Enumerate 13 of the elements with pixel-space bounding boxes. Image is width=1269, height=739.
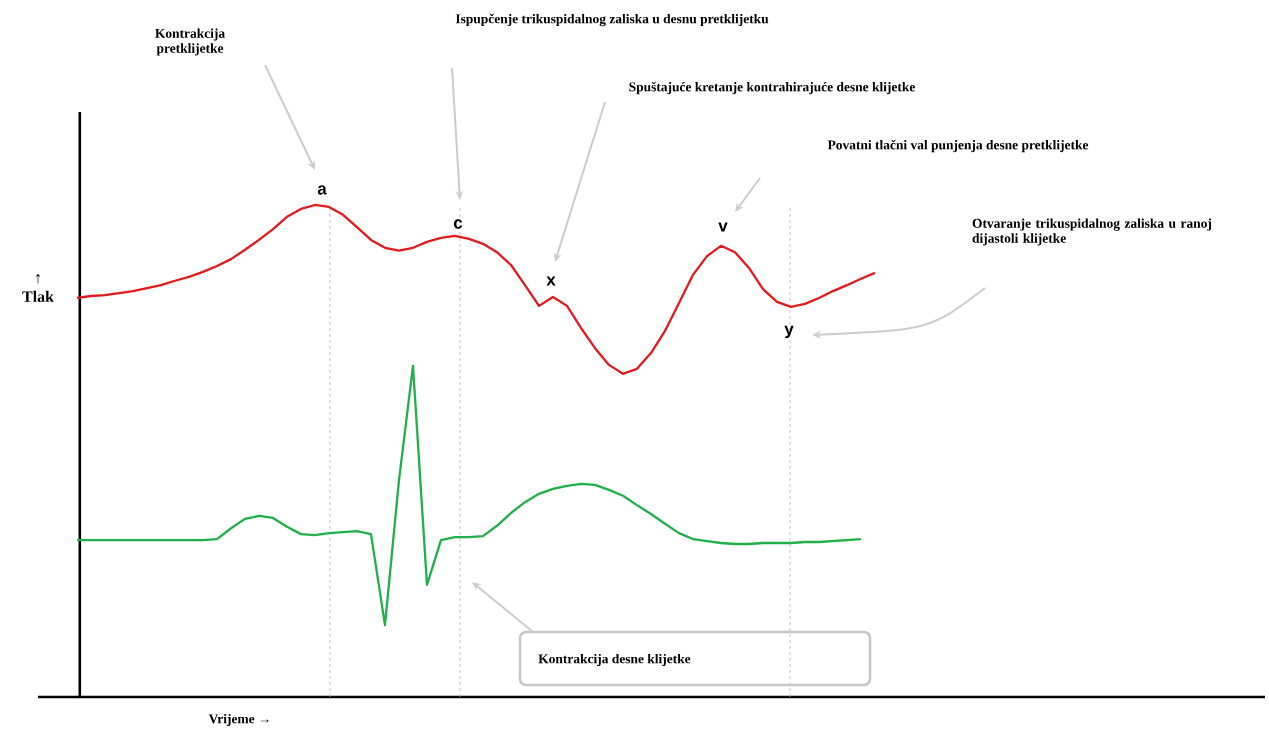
text: a: [317, 185, 327, 195]
annotation: v: [718, 222, 728, 232]
text: Spuštajuće kretanje kontrahirajuće desne klijetke: [629, 81, 915, 95]
annotation: y: [784, 325, 794, 339]
text: Otvaranje trikuspidalnog zaliska u ranoj dijastoli klijetke: [972, 218, 1212, 246]
annotation: x: [546, 276, 556, 286]
annotation: c: [453, 219, 463, 229]
x-axis-title: Vrijeme →: [208, 713, 269, 727]
text: Kontrakcija pretklijetke: [155, 28, 225, 56]
annotation: Kontrakcija desne klijetke: [538, 653, 691, 667]
text: Ispupčenje trikuspidalnog zaliska u desnu pretklijetku: [455, 13, 769, 27]
text: Povatni tlačni val punjenja desne pretklijetke: [827, 139, 1089, 153]
y-axis-title: ↑ Tlak: [22, 273, 54, 303]
